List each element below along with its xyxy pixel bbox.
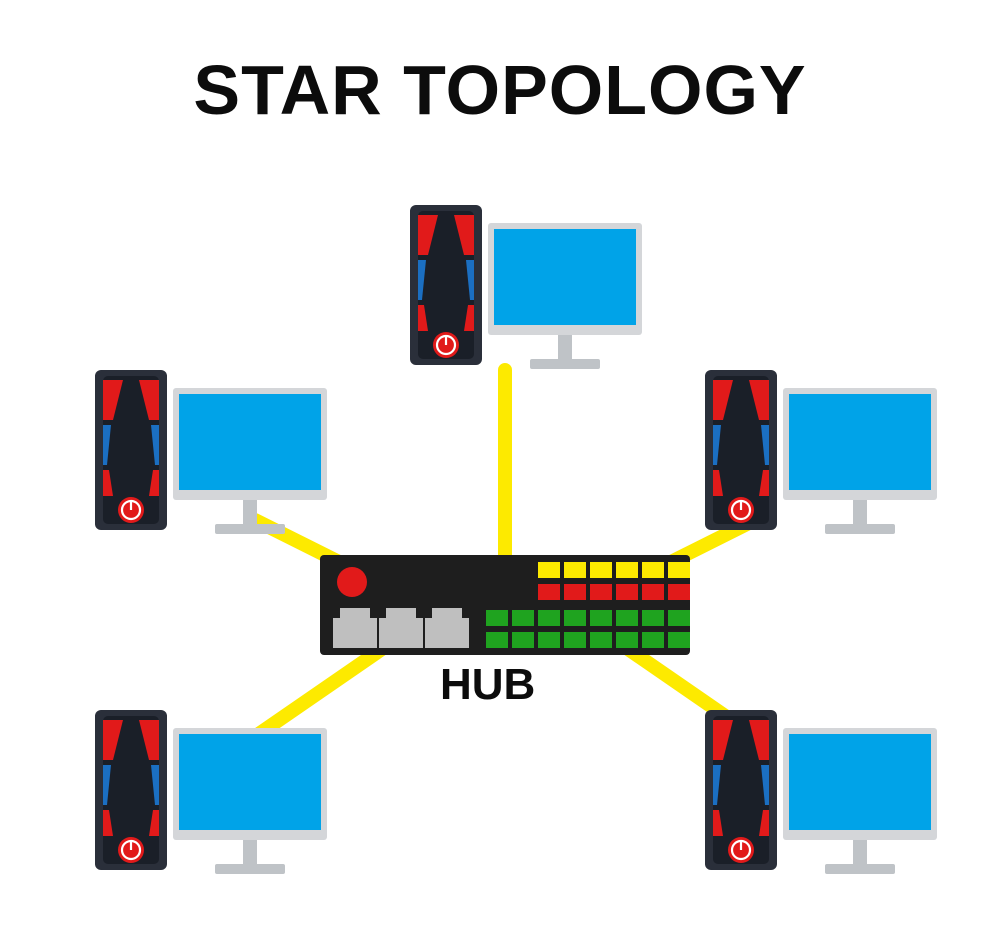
computer-right [705,370,937,534]
hub-label: HUB [440,660,535,710]
computer-bottom-left [95,710,327,874]
topology-canvas [0,0,1000,952]
computer-top [410,205,642,369]
hub-device [320,555,690,655]
computer-left [95,370,327,534]
computer-bottom-right [705,710,937,874]
computer-nodes [95,205,937,874]
